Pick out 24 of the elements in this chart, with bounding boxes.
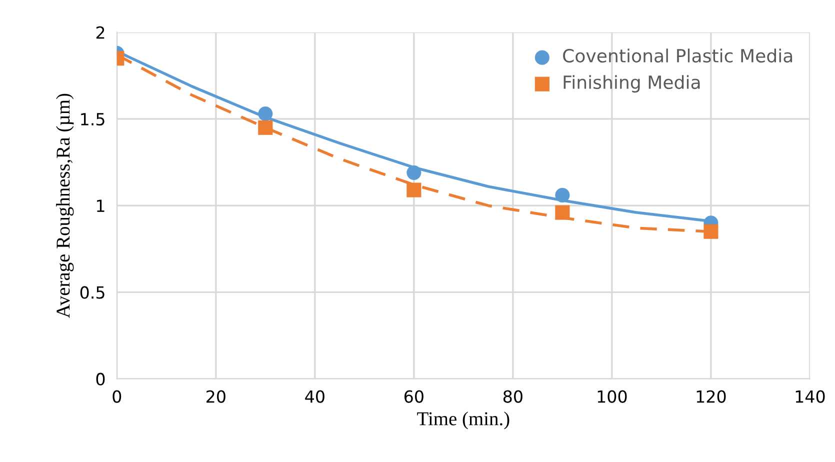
y-tick-label: 0.5 <box>80 286 104 299</box>
x-tick-label: 40 <box>305 390 324 403</box>
x-tick-label: 0 <box>112 390 122 403</box>
x-tick-label: 140 <box>796 390 825 403</box>
legend-label: Finishing Media <box>564 75 700 93</box>
point <box>406 165 422 180</box>
point <box>704 224 718 239</box>
x-tick-label: 80 <box>503 390 522 403</box>
point <box>258 106 273 122</box>
x-tick-label: 60 <box>404 390 424 403</box>
point <box>406 182 422 198</box>
x-axis-title: Time (min.) <box>417 412 510 430</box>
point <box>555 188 570 202</box>
point <box>555 205 570 220</box>
x-tick-label: 20 <box>206 390 226 403</box>
point <box>258 120 273 135</box>
y-tick-label: 1.5 <box>81 113 104 126</box>
y-tick-label: 2 <box>96 26 104 39</box>
y-tick-label: 1 <box>97 200 104 212</box>
x-tick-label: 100 <box>598 390 627 403</box>
x-tick-label: 120 <box>696 390 726 403</box>
legend-label: Coventional Plastic Media <box>563 48 792 63</box>
y-axis-title: Average Roughness,Ra (µm) <box>56 94 74 318</box>
y-tick-label: 0 <box>96 372 105 386</box>
